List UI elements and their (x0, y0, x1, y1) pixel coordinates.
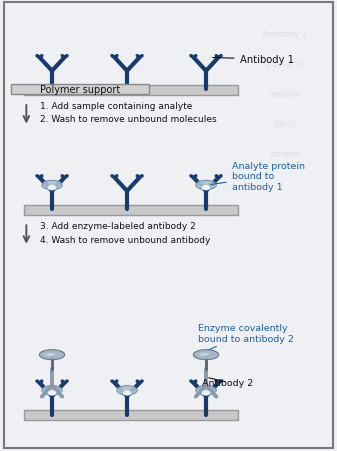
Ellipse shape (39, 350, 65, 360)
Ellipse shape (123, 391, 131, 396)
Ellipse shape (199, 353, 209, 356)
Text: 1. Add sample containing analyte: 1. Add sample containing analyte (40, 102, 192, 111)
Text: 2. Wash to remove unbound molecules: 2. Wash to remove unbound molecules (40, 115, 217, 124)
Text: sample: sample (270, 149, 300, 158)
Text: bound to: bound to (266, 60, 304, 69)
Text: Polymer support: Polymer support (39, 85, 120, 95)
Text: Wash: Wash (274, 120, 296, 129)
Ellipse shape (42, 181, 62, 190)
Ellipse shape (117, 386, 137, 395)
Ellipse shape (193, 350, 219, 360)
Bar (24, 410, 238, 420)
Ellipse shape (45, 353, 55, 356)
Bar (24, 206, 238, 216)
Text: Enzyme covalently
bound to antibody 2: Enzyme covalently bound to antibody 2 (198, 323, 294, 350)
FancyBboxPatch shape (10, 85, 149, 95)
Ellipse shape (42, 386, 62, 395)
Text: Antibody 2: Antibody 2 (202, 378, 253, 387)
Ellipse shape (202, 185, 210, 191)
Bar (24, 86, 238, 96)
Ellipse shape (196, 386, 216, 395)
Text: Antibody 1: Antibody 1 (213, 55, 294, 65)
Text: analyte: analyte (269, 89, 301, 98)
Ellipse shape (48, 185, 56, 191)
Ellipse shape (196, 181, 216, 190)
Text: 3. Add enzyme-labeled antibody 2: 3. Add enzyme-labeled antibody 2 (40, 222, 196, 230)
Ellipse shape (202, 391, 210, 396)
Text: 4. Wash to remove unbound antibody: 4. Wash to remove unbound antibody (40, 235, 211, 244)
Ellipse shape (48, 391, 56, 396)
Text: Analyte protein
bound to
antibody 1: Analyte protein bound to antibody 1 (211, 161, 305, 191)
Text: Antibody 1: Antibody 1 (262, 29, 308, 38)
